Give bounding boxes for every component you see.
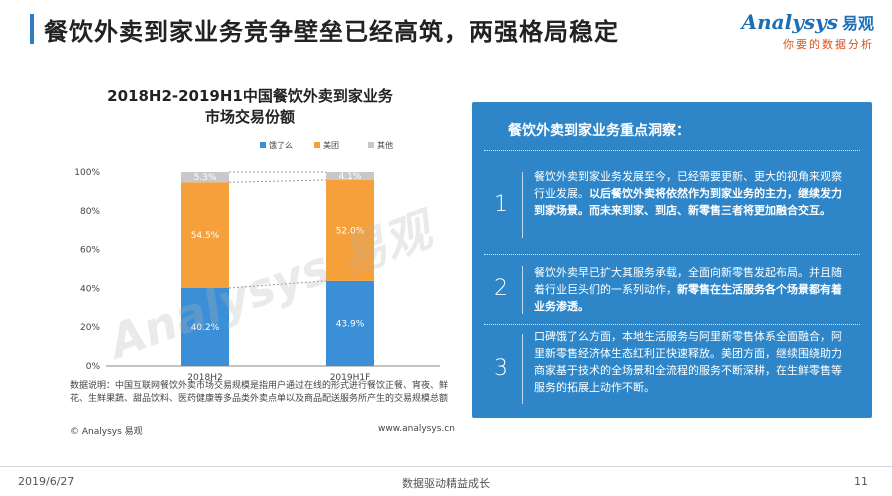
y-tick-label: 80% (80, 207, 100, 217)
chart-title: 2018H2-2019H1中国餐饮外卖到家业务 市场交易份额 (60, 86, 440, 128)
insight-item-text: 口碑饿了么方面，本地生活服务与阿里新零售体系全面融合，阿里新零售经济体生态红利正… (534, 328, 852, 396)
chart-title-line2: 市场交易份额 (204, 108, 295, 126)
insight-item-number: 2 (494, 276, 508, 301)
connector-line (228, 280, 327, 289)
footer-divider (0, 466, 892, 467)
bar-segment (181, 288, 229, 366)
data-label: 5.3% (194, 173, 217, 183)
insight-item-text: 餐饮外卖到家业务发展至今，已经需要更新、更大的视角来观察行业发展。以后餐饮外卖将… (534, 168, 852, 219)
item-vertical-line (522, 172, 523, 238)
bar-segment (326, 280, 374, 366)
title-accent-bar (30, 14, 34, 44)
insight-item-text-normal: 餐饮外卖早已扩大其服务承载，全面向新零售发起布局。并且随着行业巨头们的一系列动作… (534, 266, 842, 296)
connector-line (228, 179, 327, 183)
logo-subtitle: 你要的数据分析 (783, 38, 874, 51)
logo-cn-text: 易观 (841, 14, 874, 33)
bar-segment (181, 172, 229, 183)
bar-segment (326, 179, 374, 281)
data-label: 40.2% (191, 323, 220, 333)
insight-title: 餐饮外卖到家业务重点洞察： (508, 123, 690, 139)
legend-swatch (368, 142, 374, 148)
chart-title-line1: 2018H2-2019H1中国餐饮外卖到家业务 (107, 87, 393, 105)
data-label: 52.0% (336, 226, 365, 236)
legend-label: 其他 (377, 140, 393, 150)
copyright: © Analysys 易观 (70, 427, 143, 437)
website: www.analysys.cn (378, 424, 455, 434)
item-divider (484, 324, 860, 325)
insight-item-1: 1 餐饮外卖到家业务发展至今，已经需要更新、更大的视角来观察行业发展。以后餐饮外… (484, 164, 860, 246)
data-label: 4.1% (339, 172, 362, 182)
y-tick-label: 60% (80, 246, 100, 256)
y-tick-label: 40% (80, 284, 100, 294)
y-tick-label: 20% (80, 323, 100, 333)
insight-item-number: 3 (494, 356, 508, 381)
legend-swatch (314, 142, 320, 148)
insight-item-text-bold: 以后餐饮外卖将依然作为到家业务的主力，继续发力到家场景。而未来到家、到店、新零售… (534, 187, 842, 217)
item-vertical-line (522, 334, 523, 404)
x-tick-label: 2019H1F (330, 373, 371, 380)
legend-label: 美团 (323, 140, 339, 150)
legend-label: 饿了么 (269, 140, 293, 150)
page-title: 餐饮外卖到家业务竞争壁垒已经高筑，两强格局稳定 (44, 18, 619, 46)
insight-item-2: 2 餐饮外卖早已扩大其服务承载，全面向新零售发起布局。并且随着行业巨头们的一系列… (484, 260, 860, 320)
bar-segment (326, 172, 374, 180)
insight-divider (484, 150, 860, 151)
legend-swatch (260, 142, 266, 148)
insight-item-text-normal: 口碑饿了么方面，本地生活服务与阿里新零售体系全面融合，阿里新零售经济体生态红利正… (534, 330, 842, 394)
bar-segment (181, 182, 229, 289)
analysys-logo: Analysys 易观 你要的数据分析 (704, 10, 874, 54)
item-divider (484, 254, 860, 255)
insight-item-3: 3 口碑饿了么方面，本地生活服务与阿里新零售体系全面融合，阿里新零售经济体生态红… (484, 328, 860, 412)
y-tick-label: 0% (86, 362, 101, 372)
y-tick-label: 100% (74, 168, 100, 178)
insight-item-text-normal: 餐饮外卖到家业务发展至今，已经需要更新、更大的视角来观察行业发展。 (534, 170, 842, 200)
insight-box: 餐饮外卖到家业务重点洞察： 1 餐饮外卖到家业务发展至今，已经需要更新、更大的视… (472, 102, 872, 418)
insight-item-text: 餐饮外卖早已扩大其服务承载，全面向新零售发起布局。并且随着行业巨头们的一系列动作… (534, 264, 852, 315)
insight-item-text-bold: 新零售在生活服务各个场景都有着业务渗透。 (534, 283, 842, 313)
data-label: 54.5% (191, 231, 220, 241)
market-share-chart: 0% 20% 40% 60% 80% 100% 饿了么 美团 其他 40.2% 54.5% 5.3% 2… (74, 140, 440, 380)
footer-date: 2019/6/27 (18, 475, 75, 488)
footer-slogan: 数据驱动精益成长 (402, 477, 490, 490)
logo-main-text: Analysys (741, 10, 838, 34)
insight-item-number: 1 (494, 192, 508, 217)
item-vertical-line (522, 266, 523, 314)
source-note: 数据说明：中国互联网餐饮外卖市场交易规模是指用户通过在线的形式进行餐饮正餐、宵夜… (70, 381, 449, 404)
data-label: 43.9% (336, 319, 365, 329)
x-tick-label: 2018H2 (187, 373, 222, 380)
page-number: 11 (854, 475, 868, 488)
